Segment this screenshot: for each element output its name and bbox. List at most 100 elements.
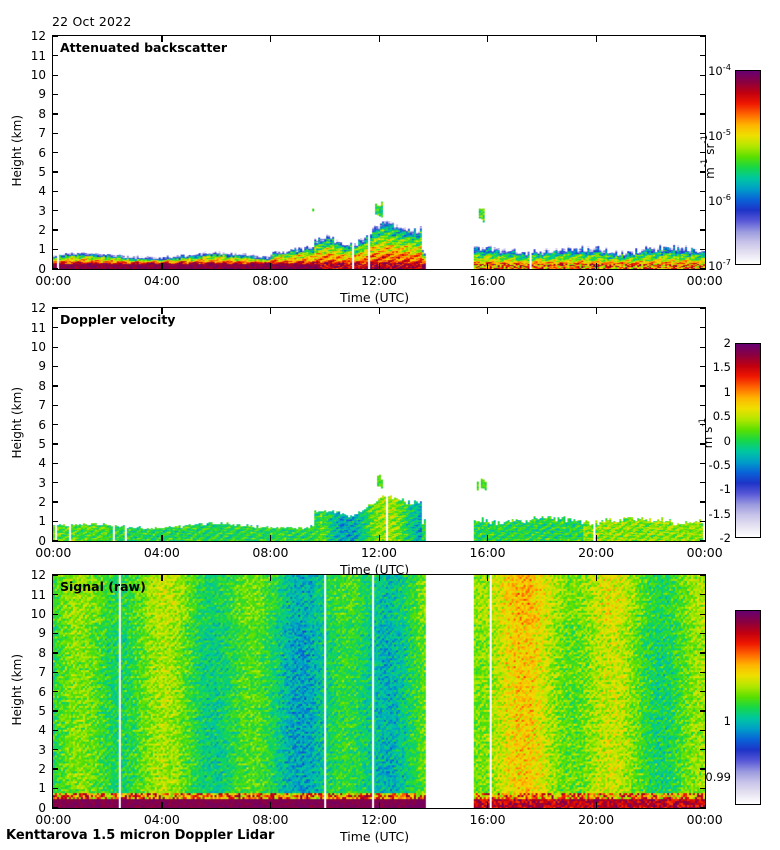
y-tick-mark xyxy=(52,171,58,173)
y-tick-label: 6 xyxy=(38,684,46,699)
y-tick-mark xyxy=(700,710,706,712)
y-tick-label: 10 xyxy=(30,607,46,622)
x-tick-label: 16:00 xyxy=(469,812,506,827)
doppler-colorbar-tick: 2 xyxy=(723,336,731,350)
y-tick-label: 6 xyxy=(38,417,46,432)
y-tick-mark xyxy=(700,365,706,368)
x-tick-label: 20:00 xyxy=(578,545,615,560)
x-tick-label: 20:00 xyxy=(578,273,615,288)
y-tick-mark xyxy=(700,520,706,523)
y-tick-mark xyxy=(700,55,706,57)
y-tick-mark xyxy=(52,671,58,673)
y-tick-label: 3 xyxy=(38,475,46,490)
y-tick-mark xyxy=(52,327,58,329)
y-tick-label: 7 xyxy=(38,126,46,141)
signal-raw-plot xyxy=(53,575,705,808)
y-tick-mark xyxy=(52,268,58,270)
signal-colorbar-gradient xyxy=(736,611,760,804)
y-tick-label: 8 xyxy=(38,106,46,121)
y-tick-mark xyxy=(700,424,706,426)
y-tick-mark xyxy=(700,787,706,790)
y-tick-mark xyxy=(52,710,58,712)
y-tick-mark xyxy=(52,210,58,212)
x-axis-label-panel2: Time (UTC) xyxy=(340,562,410,577)
panel-attenuated-backscatter[interactable]: Attenuated backscatter xyxy=(52,35,706,270)
panel-doppler-velocity[interactable]: Doppler velocity xyxy=(52,307,706,542)
x-tick-mark xyxy=(269,802,272,808)
x-tick-mark xyxy=(269,535,272,541)
x-tick-mark xyxy=(378,535,380,541)
y-tick-mark xyxy=(700,652,706,654)
y-tick-mark xyxy=(700,35,706,38)
x-tick-label: 12:00 xyxy=(360,812,398,827)
x-tick-mark xyxy=(269,263,272,269)
x-tick-mark xyxy=(378,263,380,269)
y-tick-mark xyxy=(700,210,706,212)
y-tick-mark xyxy=(52,594,58,596)
y-tick-mark xyxy=(700,307,706,310)
x-tick-mark xyxy=(595,263,597,269)
y-tick-mark xyxy=(52,574,58,577)
x-tick-label: 12:00 xyxy=(360,273,398,288)
x-tick-mark xyxy=(161,36,163,42)
y-tick-mark xyxy=(52,229,58,231)
y-tick-label: 9 xyxy=(38,87,46,102)
doppler-colorbar-tick: -0.5 xyxy=(708,457,731,472)
y-tick-mark xyxy=(700,749,706,751)
x-tick-mark xyxy=(378,802,380,808)
doppler-colorbar-tick: 1 xyxy=(723,384,731,399)
y-tick-label: 2 xyxy=(38,222,46,237)
x-tick-label: 00:00 xyxy=(686,545,723,560)
x-tick-label: 00:00 xyxy=(35,273,72,288)
y-tick-mark xyxy=(52,113,58,115)
y-tick-mark xyxy=(52,807,58,809)
y-tick-mark xyxy=(700,190,706,193)
x-tick-label: 16:00 xyxy=(469,273,506,288)
y-tick-mark xyxy=(700,229,706,231)
y-tick-label: 7 xyxy=(38,665,46,680)
y-tick-mark xyxy=(52,749,58,751)
backscatter-colorbar-tick: 10-5 xyxy=(708,127,731,143)
footer-caption: Kenttarova 1.5 micron Doppler Lidar xyxy=(6,828,275,843)
backscatter-colorbar xyxy=(735,70,761,265)
y-tick-mark xyxy=(52,55,58,57)
panel-signal-raw[interactable]: Signal (raw) xyxy=(52,574,706,809)
y-tick-label: 12 xyxy=(30,29,46,44)
x-tick-mark xyxy=(487,36,489,42)
x-tick-label: 12:00 xyxy=(360,545,398,560)
y-tick-mark xyxy=(52,152,58,154)
y-tick-mark xyxy=(700,132,706,134)
y-tick-label: 9 xyxy=(38,626,46,641)
y-tick-mark xyxy=(700,113,706,115)
doppler-colorbar-tick: 0 xyxy=(723,433,731,448)
x-axis-label-panel3: Time (UTC) xyxy=(340,829,410,844)
y-tick-mark xyxy=(700,807,706,809)
y-tick-mark xyxy=(700,540,706,542)
x-tick-label: 00:00 xyxy=(686,812,723,827)
signal-colorbar-tick: 0.99 xyxy=(705,770,731,785)
x-tick-mark xyxy=(378,308,380,314)
x-tick-mark xyxy=(595,802,597,808)
backscatter-colorbar-gradient xyxy=(736,71,760,264)
y-tick-label: 10 xyxy=(30,68,46,83)
doppler-velocity-plot xyxy=(53,308,705,541)
y-tick-mark xyxy=(52,132,58,134)
y-tick-mark xyxy=(700,594,706,596)
attenuated-backscatter-plot xyxy=(53,36,705,269)
x-tick-mark xyxy=(269,308,272,314)
x-tick-mark xyxy=(595,575,597,581)
x-tick-label: 08:00 xyxy=(252,273,289,288)
y-tick-mark xyxy=(52,787,58,790)
backscatter-colorbar-tick: 10-4 xyxy=(708,62,731,78)
y-tick-label: 9 xyxy=(38,359,46,374)
y-tick-mark xyxy=(52,365,58,368)
doppler-colorbar-tick: 0.5 xyxy=(712,409,731,424)
y-tick-mark xyxy=(52,385,58,387)
y-tick-mark xyxy=(700,268,706,270)
y-tick-label: 0 xyxy=(38,261,46,276)
y-tick-mark xyxy=(700,443,706,445)
x-tick-mark xyxy=(161,308,163,314)
y-tick-mark xyxy=(700,768,706,770)
y-tick-label: 0 xyxy=(38,533,46,548)
signal-colorbar-tick: 1 xyxy=(723,714,731,729)
